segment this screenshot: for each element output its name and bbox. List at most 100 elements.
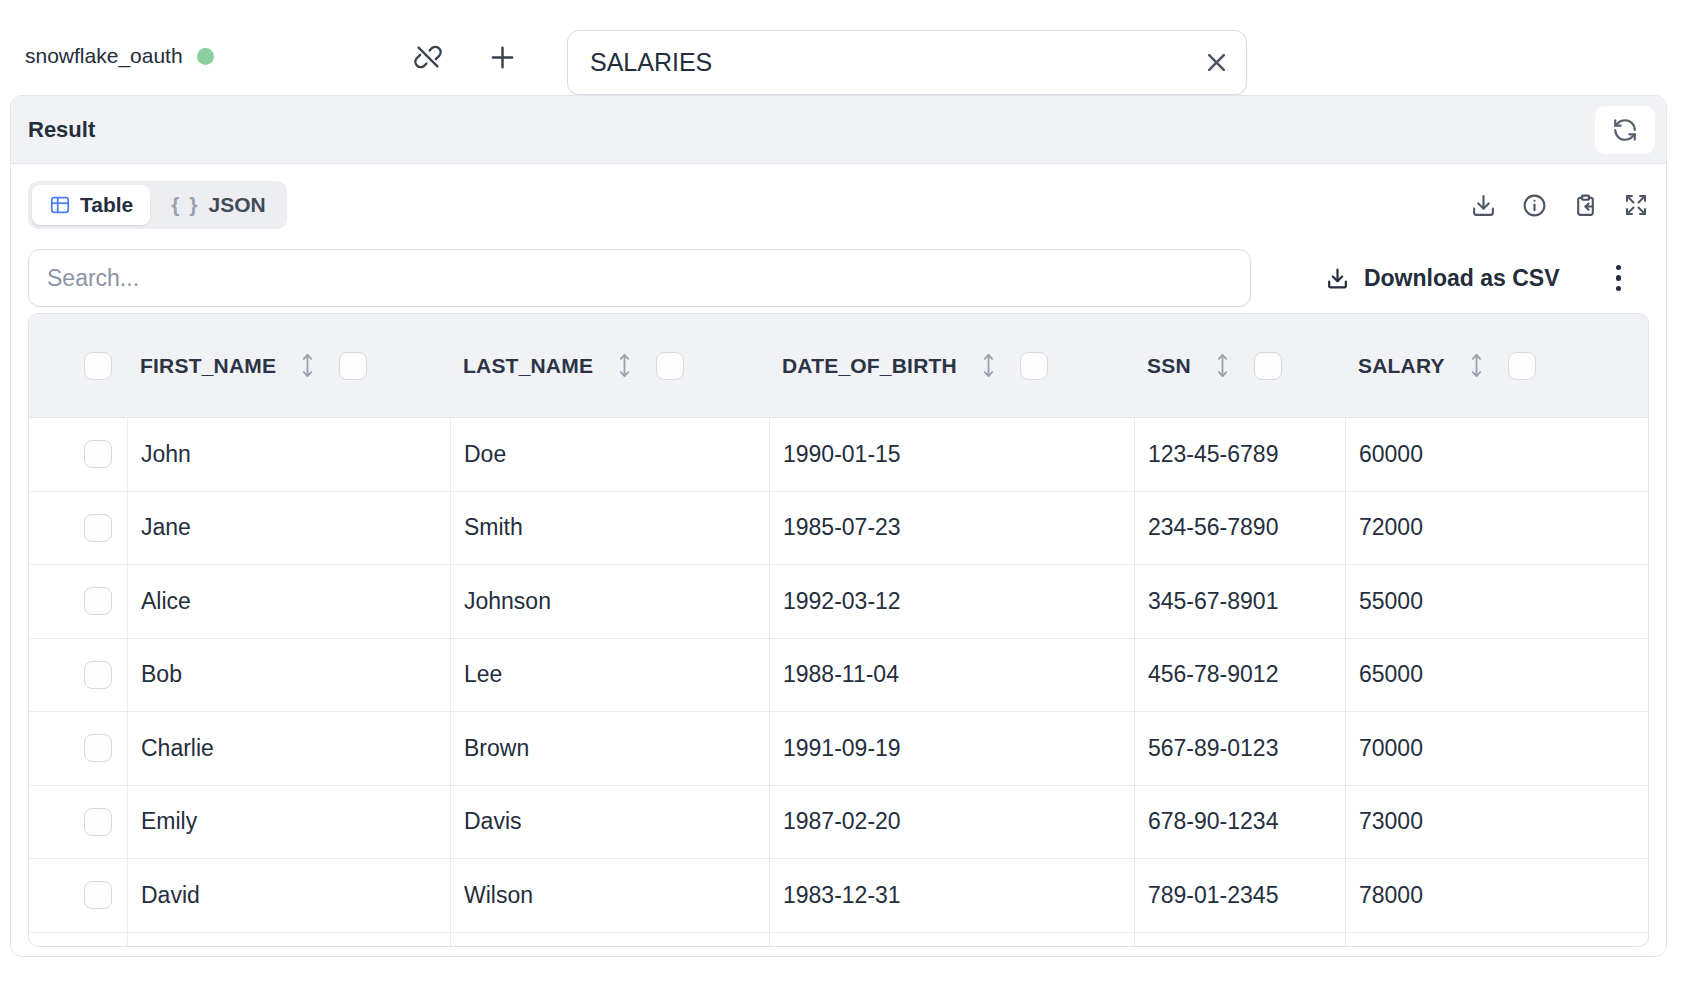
- column-checkbox[interactable]: [339, 352, 367, 380]
- download-icon: [1471, 193, 1496, 218]
- sort-icon[interactable]: [982, 352, 995, 379]
- connection-name: snowflake_oauth: [25, 44, 183, 68]
- tab-table[interactable]: Table: [32, 185, 150, 225]
- csv-cluster: Download as CSV: [1251, 261, 1649, 296]
- unlink-button[interactable]: [413, 42, 443, 72]
- clear-input-button[interactable]: [1203, 49, 1230, 76]
- add-tab-button[interactable]: [487, 42, 518, 73]
- sort-icon[interactable]: [1216, 352, 1229, 379]
- column-header-salary[interactable]: SALARY: [1345, 314, 1648, 417]
- table-cell: 789-01-2345: [1134, 859, 1345, 932]
- column-header-first-name[interactable]: FIRST_NAME: [127, 314, 450, 417]
- sort-icon[interactable]: [301, 352, 314, 379]
- table-cell: 60000: [1345, 418, 1648, 491]
- curly-braces-icon: { }: [171, 193, 199, 217]
- refresh-button[interactable]: [1595, 106, 1655, 154]
- row-checkbox[interactable]: [84, 661, 112, 689]
- panel-title: Result: [28, 117, 95, 143]
- result-panel-content: Table { } JSON: [11, 179, 1666, 947]
- sort-icon[interactable]: [1470, 352, 1483, 379]
- column-header-ssn[interactable]: SSN: [1134, 314, 1345, 417]
- partial-row: [29, 933, 1648, 946]
- table-name-input[interactable]: [568, 48, 1203, 77]
- table-cell: Smith: [450, 492, 769, 565]
- row-checkbox[interactable]: [84, 514, 112, 542]
- row-checkbox[interactable]: [84, 734, 112, 762]
- result-toolbar: Table { } JSON: [28, 179, 1649, 231]
- paste-icon-button[interactable]: [1572, 192, 1598, 218]
- table-cell: Wilson: [450, 859, 769, 932]
- table-body: John Doe 1990-01-15 123-45-6789 60000 Ja…: [29, 418, 1648, 933]
- row-select-cell: [29, 492, 127, 565]
- search-input[interactable]: [28, 249, 1251, 307]
- download-csv-label: Download as CSV: [1364, 265, 1560, 292]
- row-select-cell: [29, 418, 127, 491]
- table-cell: 1990-01-15: [769, 418, 1134, 491]
- link-off-icon: [413, 42, 443, 72]
- table-cell: 73000: [1345, 786, 1648, 859]
- column-label: LAST_NAME: [463, 354, 593, 378]
- table-cell: 345-67-8901: [1134, 565, 1345, 638]
- download-csv-button[interactable]: Download as CSV: [1325, 265, 1560, 292]
- table-cell: 567-89-0123: [1134, 712, 1345, 785]
- table-row: Emily Davis 1987-02-20 678-90-1234 73000: [29, 786, 1648, 860]
- kebab-menu-button[interactable]: [1612, 261, 1626, 296]
- table-cell: 1987-02-20: [769, 786, 1134, 859]
- column-label: SALARY: [1358, 354, 1445, 378]
- results-table: FIRST_NAME LAST_NAME: [28, 313, 1649, 947]
- table-cell: 1992-03-12: [769, 565, 1134, 638]
- row-select-cell: [29, 712, 127, 785]
- column-label: FIRST_NAME: [140, 354, 276, 378]
- table-cell: Emily: [127, 786, 450, 859]
- table-cell: 456-78-9012: [1134, 639, 1345, 712]
- result-panel: Result: [10, 95, 1667, 957]
- column-checkbox[interactable]: [656, 352, 684, 380]
- refresh-icon: [1612, 117, 1638, 143]
- row-checkbox[interactable]: [84, 881, 112, 909]
- table-header-row: FIRST_NAME LAST_NAME: [29, 314, 1648, 418]
- expand-icon-button[interactable]: [1623, 192, 1649, 218]
- row-checkbox[interactable]: [84, 808, 112, 836]
- table-cell: 1988-11-04: [769, 639, 1134, 712]
- select-all-checkbox[interactable]: [84, 352, 112, 380]
- tab-table-label: Table: [80, 193, 133, 217]
- table-cell: Bob: [127, 639, 450, 712]
- search-row: Download as CSV: [28, 249, 1649, 307]
- table-cell: Brown: [450, 712, 769, 785]
- sort-icon[interactable]: [618, 352, 631, 379]
- table-cell: Jane: [127, 492, 450, 565]
- row-checkbox[interactable]: [84, 440, 112, 468]
- row-select-cell: [29, 859, 127, 932]
- connection-info[interactable]: snowflake_oauth: [25, 44, 214, 68]
- result-panel-header: Result: [11, 96, 1666, 164]
- table-cell: Alice: [127, 565, 450, 638]
- connection-status-dot-icon: [197, 48, 214, 65]
- plus-icon: [487, 42, 518, 73]
- column-checkbox[interactable]: [1020, 352, 1048, 380]
- download-icon-button[interactable]: [1470, 192, 1496, 218]
- column-label: DATE_OF_BIRTH: [782, 354, 957, 378]
- table-cell: 78000: [1345, 859, 1648, 932]
- expand-icon: [1624, 193, 1648, 217]
- top-bar: snowflake_oauth: [0, 0, 1682, 95]
- column-header-last-name[interactable]: LAST_NAME: [450, 314, 769, 417]
- info-icon: [1522, 193, 1547, 218]
- table-cell: Charlie: [127, 712, 450, 785]
- table-cell: 123-45-6789: [1134, 418, 1345, 491]
- table-cell: 65000: [1345, 639, 1648, 712]
- row-checkbox[interactable]: [84, 587, 112, 615]
- table-name-field: [567, 30, 1247, 95]
- tab-json[interactable]: { } JSON: [154, 185, 282, 225]
- view-toggle: Table { } JSON: [28, 181, 287, 229]
- table-grid-icon: [49, 194, 71, 216]
- info-icon-button[interactable]: [1521, 192, 1547, 218]
- x-close-icon: [1203, 49, 1230, 76]
- table-row: Charlie Brown 1991-09-19 567-89-0123 700…: [29, 712, 1648, 786]
- table-row: David Wilson 1983-12-31 789-01-2345 7800…: [29, 859, 1648, 933]
- table-cell: 72000: [1345, 492, 1648, 565]
- column-checkbox[interactable]: [1254, 352, 1282, 380]
- table-cell: David: [127, 859, 450, 932]
- column-checkbox[interactable]: [1508, 352, 1536, 380]
- table-cell: 678-90-1234: [1134, 786, 1345, 859]
- column-header-date-of-birth[interactable]: DATE_OF_BIRTH: [769, 314, 1134, 417]
